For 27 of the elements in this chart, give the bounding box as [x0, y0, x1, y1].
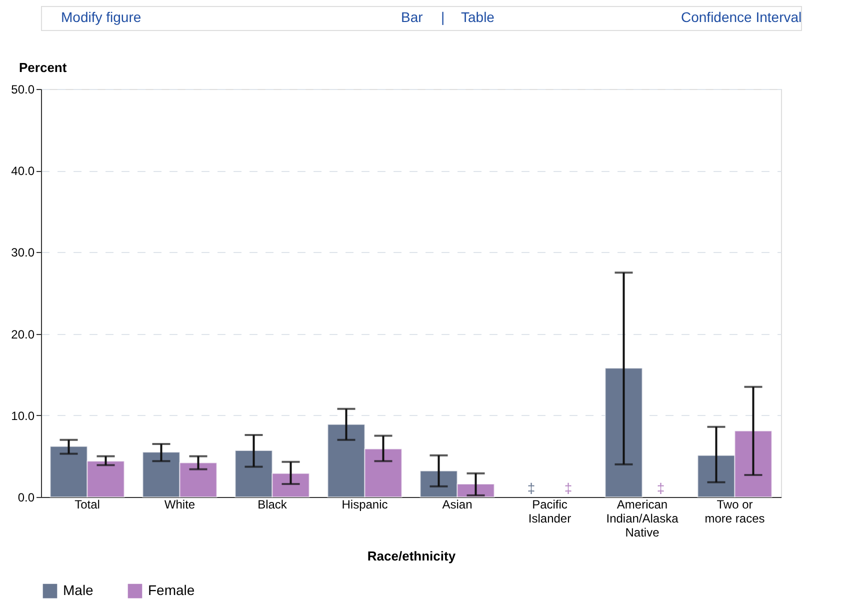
- y-tick-label: 20.0: [11, 327, 35, 342]
- y-tick-label: 0.0: [18, 490, 35, 504]
- y-tick-label: 50.0: [11, 82, 35, 96]
- y-axis-title: Percent: [19, 60, 68, 75]
- x-axis-title: Race/ethnicity: [367, 548, 456, 564]
- x-tick-label: Total: [74, 498, 100, 512]
- bar: [604, 368, 643, 498]
- x-tick-label: Hispanic: [342, 498, 388, 512]
- x-tick-label: Two or more races: [704, 498, 765, 526]
- text: Bar: [401, 9, 424, 25]
- x-tick-label: Asian: [442, 498, 472, 512]
- text: Table: [461, 9, 495, 25]
- x-tick-label: American Indian/Alaska Native: [606, 498, 679, 540]
- text: Confidence Interval: [681, 9, 802, 25]
- text: Modify figure: [61, 9, 142, 25]
- text: ‡: [656, 480, 665, 496]
- x-tick-label: White: [164, 498, 196, 512]
- x-tick-label: Pacific Islander: [528, 498, 572, 526]
- text: |: [441, 9, 445, 25]
- text: ‡: [564, 480, 572, 496]
- text: ‡: [527, 480, 536, 496]
- y-tick-label: 10.0: [11, 408, 35, 423]
- legend-label: Male: [63, 582, 94, 598]
- y-tick-label: 40.0: [11, 164, 35, 178]
- x-tick-label: Black: [258, 498, 288, 512]
- legend-label: Female: [148, 582, 195, 598]
- y-tick-label: 30.0: [11, 246, 35, 260]
